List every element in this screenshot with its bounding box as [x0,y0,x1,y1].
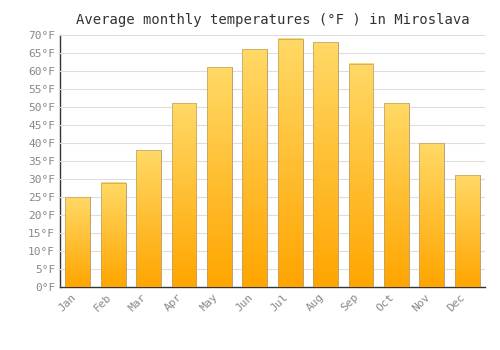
Bar [384,103,409,287]
Bar [172,103,196,287]
Bar [242,49,267,287]
Bar [66,197,90,287]
Bar [313,42,338,287]
Bar [100,183,126,287]
Bar [207,68,232,287]
Bar [278,38,302,287]
Bar [455,175,479,287]
Bar [384,103,409,287]
Bar [136,150,161,287]
Bar [420,143,444,287]
Bar [455,175,479,287]
Bar [207,68,232,287]
Bar [136,150,161,287]
Bar [242,49,267,287]
Bar [278,38,302,287]
Bar [348,64,374,287]
Bar [66,197,90,287]
Title: Average monthly temperatures (°F ) in Miroslava: Average monthly temperatures (°F ) in Mi… [76,13,469,27]
Bar [420,143,444,287]
Bar [313,42,338,287]
Bar [348,64,374,287]
Bar [100,183,126,287]
Bar [172,103,196,287]
